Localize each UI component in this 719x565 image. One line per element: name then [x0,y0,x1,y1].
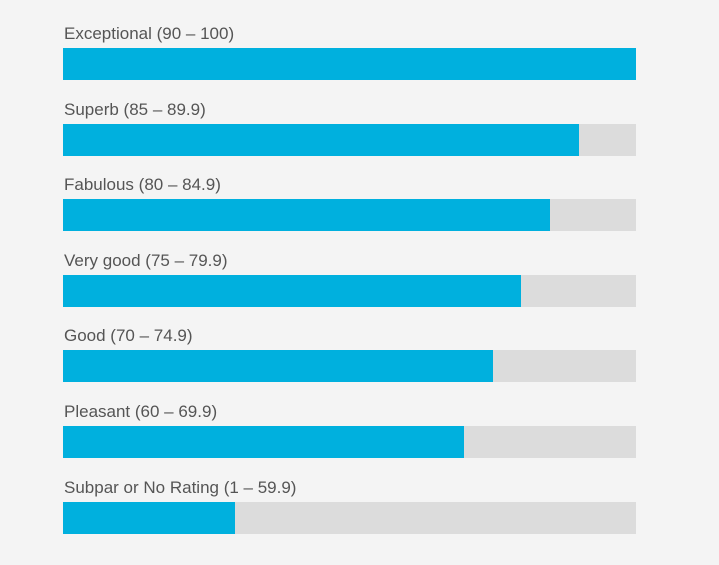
bar-fill [63,199,551,232]
category-label: Exceptional (90 – 100) [64,24,235,43]
bar-fill [63,501,235,534]
rating-row: Superb (85 – 89.9) [63,98,636,174]
bar-fill [63,48,636,80]
bar-fill [63,425,465,458]
bar-track [63,48,636,80]
rating-row: Fabulous (80 – 84.9) [63,173,636,249]
category-label: Good (70 – 74.9) [64,326,193,346]
bar-track [63,425,636,458]
bar-track [63,199,636,232]
bar-fill [63,123,579,156]
bar-track [63,274,636,307]
bar-track [63,123,636,156]
bar-fill [63,350,493,383]
rating-row: Very good (75 – 79.9) [63,249,636,325]
category-label: Fabulous (80 – 84.9) [64,175,221,195]
rating-bar-chart: Exceptional (90 – 100) Superb (85 – 89.9)… [63,22,636,551]
rating-row: Good (70 – 74.9) [63,324,636,400]
bar-fill [63,274,522,307]
rating-row: Exceptional (90 – 100) [63,22,636,98]
rating-row: Subpar or No Rating (1 – 59.9) [63,476,636,552]
category-label: Very good (75 – 79.9) [64,250,228,270]
category-label: Superb (85 – 89.9) [64,99,206,119]
category-label: Subpar or No Rating (1 – 59.9) [64,477,297,497]
category-label: Pleasant (60 – 69.9) [64,401,218,421]
bar-track [63,350,636,383]
rating-row: Pleasant (60 – 69.9) [63,400,636,476]
bar-track [63,501,636,534]
